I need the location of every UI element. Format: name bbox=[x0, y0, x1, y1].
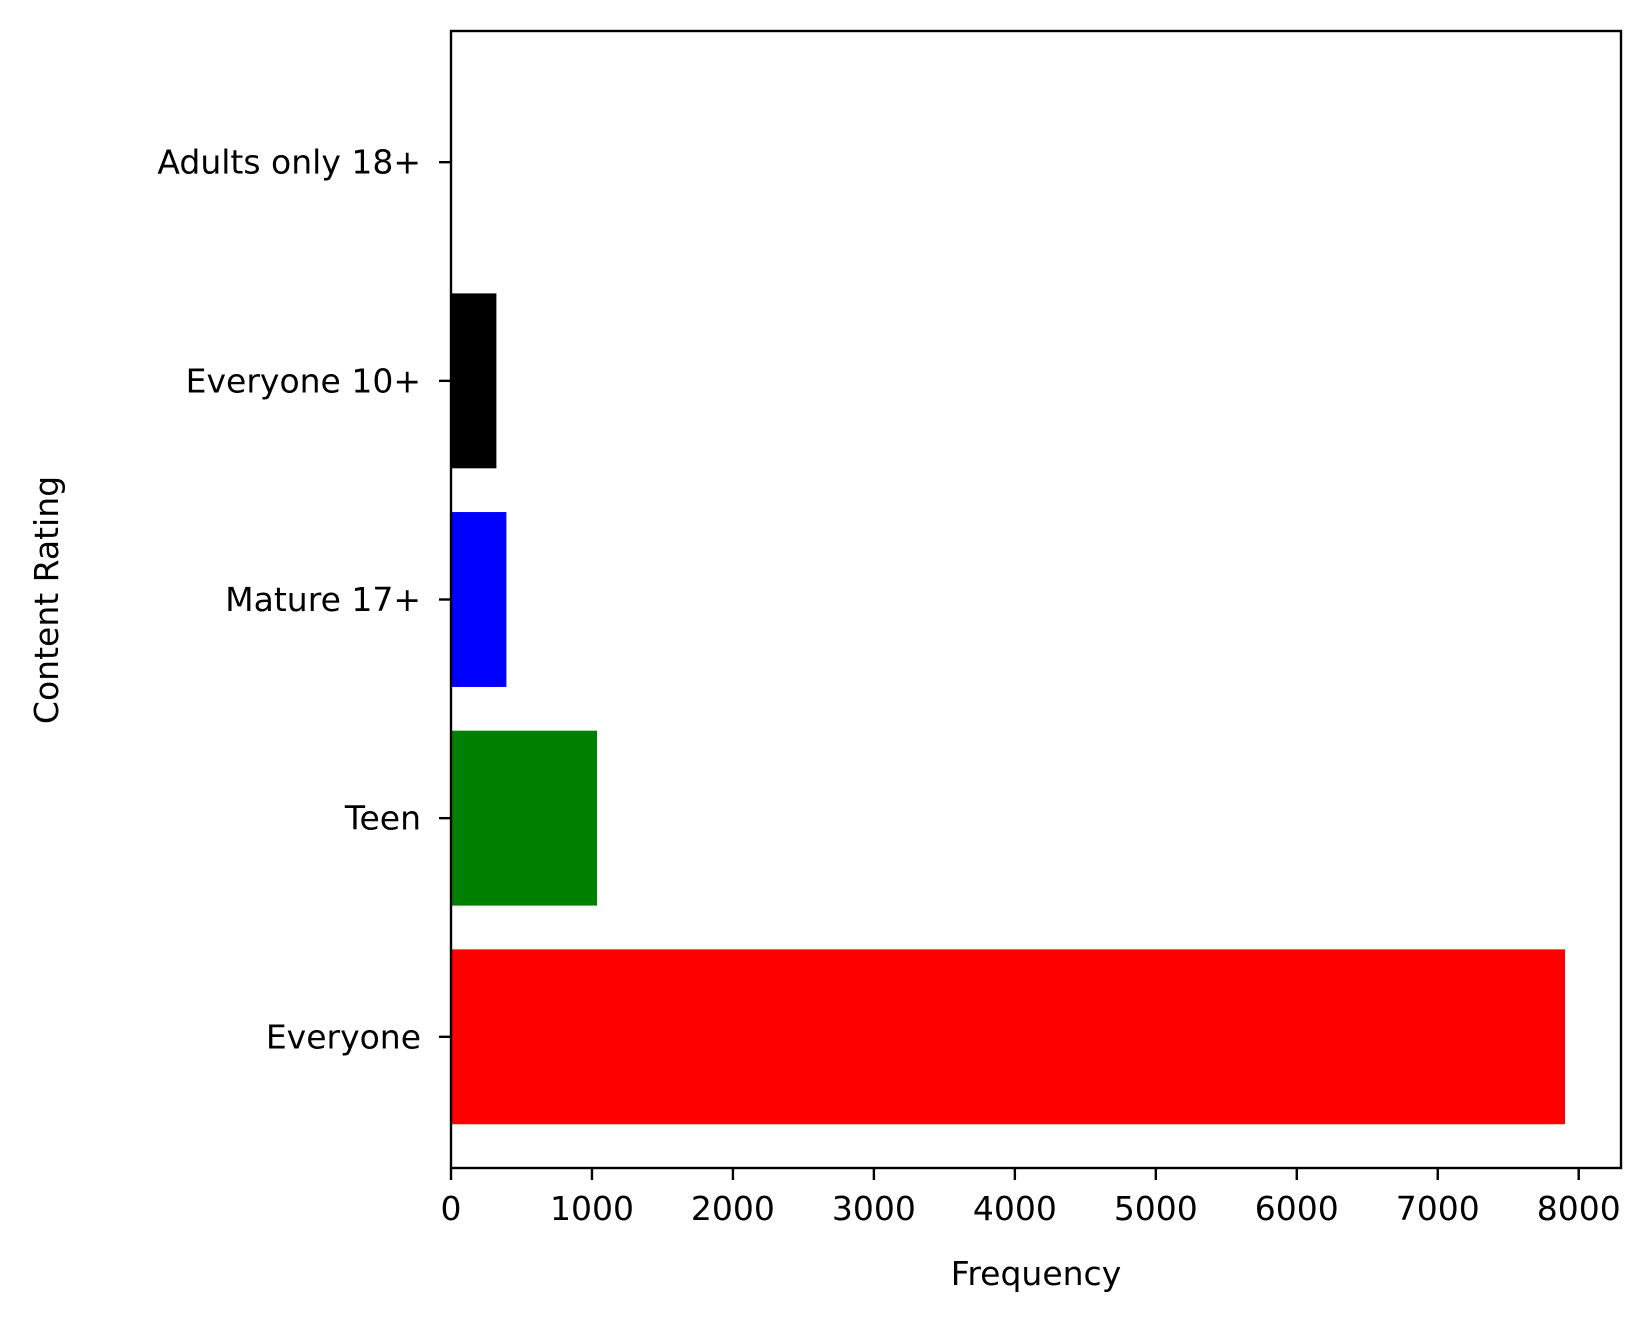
bar-mature-17 bbox=[451, 512, 506, 687]
y-axis-ticks: Everyone Teen Mature 17+ Everyone 10+ Adults… bbox=[157, 143, 451, 1057]
x-tick-label: 7000 bbox=[1396, 1189, 1480, 1228]
bar-everyone-10 bbox=[451, 293, 496, 468]
x-tick-label: 5000 bbox=[1114, 1189, 1198, 1228]
y-tick-label: Teen bbox=[344, 799, 421, 838]
x-tick-label: 8000 bbox=[1537, 1189, 1621, 1228]
y-axis-label: Content Rating bbox=[27, 476, 66, 724]
x-axis-ticks: 0 1000 2000 3000 4000 5000 6000 7000 8000 bbox=[441, 1168, 1621, 1228]
y-tick-label: Everyone bbox=[266, 1017, 421, 1056]
bars-layer bbox=[451, 75, 1565, 1125]
x-tick-label: 0 bbox=[441, 1189, 462, 1228]
x-tick-label: 2000 bbox=[691, 1189, 775, 1228]
x-tick-label: 3000 bbox=[832, 1189, 916, 1228]
x-axis-label: Frequency bbox=[951, 1254, 1121, 1293]
x-tick-label: 6000 bbox=[1255, 1189, 1339, 1228]
x-tick-label: 1000 bbox=[550, 1189, 634, 1228]
y-tick-label: Mature 17+ bbox=[225, 580, 421, 619]
bar-everyone bbox=[451, 949, 1565, 1124]
y-tick-label: Everyone 10+ bbox=[186, 361, 421, 400]
x-tick-label: 4000 bbox=[973, 1189, 1057, 1228]
y-tick-label: Adults only 18+ bbox=[157, 143, 421, 182]
bar-teen bbox=[451, 731, 597, 906]
